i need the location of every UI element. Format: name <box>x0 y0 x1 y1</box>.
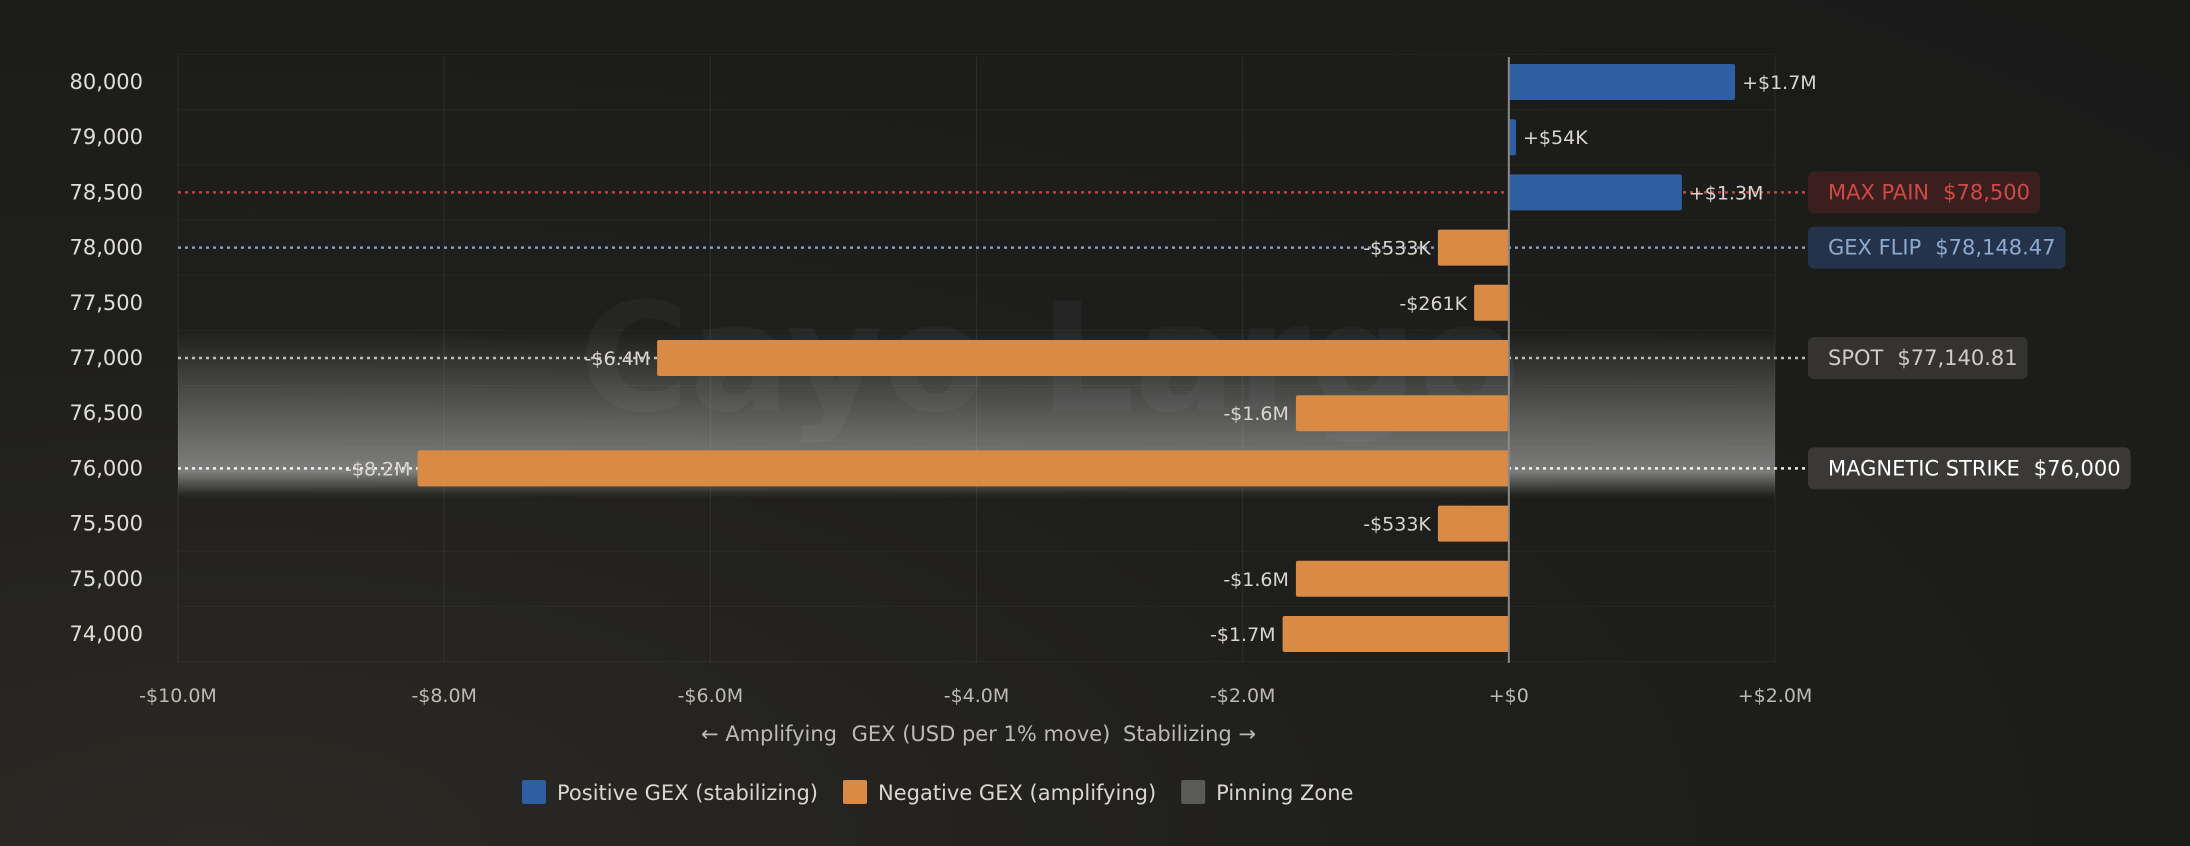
tag-name: GEX FLIP <box>1828 236 1921 260</box>
x-tick-label: -$2.0M <box>1210 685 1276 707</box>
x-axis-title: ← Amplifying GEX (USD per 1% move) Stabi… <box>701 722 1256 746</box>
tag-background <box>1808 226 2066 269</box>
data-label: -$6.4M <box>585 348 651 370</box>
y-tick-label: 79,000 <box>70 125 143 149</box>
tag-background <box>1808 337 2028 379</box>
legend-item: Pinning Zone <box>1181 780 1353 805</box>
tag-label: SPOT $77,140.81 <box>1828 346 2018 370</box>
data-label: +$1.3M <box>1689 182 1764 204</box>
tag-spot: SPOT $77,140.81 <box>1808 337 2028 379</box>
data-label: -$533K <box>1363 514 1431 536</box>
bar-75500 <box>1437 505 1509 542</box>
tag-label: MAGNETIC STRIKE $76,000 <box>1828 456 2121 480</box>
x-tick-label: -$8.0M <box>411 685 477 707</box>
tag-background <box>1808 447 2131 490</box>
x-axis: -$10.0M -$8.0M -$6.0M -$4.0M -$2.0M +$0 +$2.0M <box>139 685 1812 707</box>
bar-79000 <box>1508 119 1517 156</box>
x-tick-label: -$4.0M <box>944 685 1010 707</box>
bar-78000 <box>1437 229 1509 266</box>
tag-magnetic: MAGNETIC STRIKE $76,000 <box>1808 447 2131 490</box>
tag-value: $78,148.47 <box>1935 236 2055 260</box>
tag-label: GEX FLIP $78,148.47 <box>1828 236 2056 260</box>
y-tick-label: 77,500 <box>70 291 143 315</box>
y-tick-label: 77,000 <box>70 346 143 370</box>
bar-75000 <box>1295 560 1509 597</box>
tag-label: MAX PAIN $78,500 <box>1828 180 2030 204</box>
x-axis-right-hint: Stabilizing → <box>1123 722 1256 746</box>
bar-78500 <box>1508 174 1682 211</box>
x-tick-label: +$2.0M <box>1738 685 1813 707</box>
y-tick-label: 75,000 <box>70 567 143 591</box>
marker-tags: MAX PAIN $78,500 GEX FLIP $78,148.47 SPOT $77… <box>1808 171 2131 490</box>
legend-label: Negative GEX (amplifying) <box>878 781 1156 805</box>
y-tick-label: 78,000 <box>70 236 143 260</box>
y-tick-label: 76,500 <box>70 401 143 425</box>
bars <box>417 64 1736 652</box>
y-tick-label: 74,000 <box>70 622 143 646</box>
y-tick-label: 78,500 <box>70 180 143 204</box>
tag-name: SPOT <box>1828 346 1884 370</box>
bar-76000 <box>417 450 1509 487</box>
legend-swatch <box>843 780 867 804</box>
legend-swatch <box>522 780 546 804</box>
bar-80000 <box>1508 64 1736 100</box>
bar-76500 <box>1295 395 1509 432</box>
x-axis-label: GEX (USD per 1% move) <box>852 722 1111 746</box>
data-label: -$8.2M <box>345 458 411 480</box>
tag-gex_flip: GEX FLIP $78,148.47 <box>1808 226 2066 269</box>
data-label: -$261K <box>1399 293 1467 315</box>
bar-77500 <box>1474 284 1509 321</box>
x-tick-label: -$10.0M <box>139 685 217 707</box>
x-tick-label: -$6.0M <box>678 685 744 707</box>
tag-name: MAX PAIN <box>1828 180 1929 204</box>
legend-label: Pinning Zone <box>1216 781 1353 805</box>
legend: Positive GEX (stabilizing) Negative GEX (… <box>522 780 1353 805</box>
data-label: -$1.6M <box>1223 569 1289 591</box>
data-label: +$54K <box>1523 127 1588 149</box>
y-tick-label: 75,500 <box>70 512 143 536</box>
x-tick-label: +$0 <box>1489 685 1529 707</box>
y-axis: 80,000 79,000 78,500 78,000 77,500 77,000 76,5… <box>70 70 143 646</box>
legend-item: Positive GEX (stabilizing) <box>522 780 818 805</box>
tag-value: $76,000 <box>2034 456 2121 480</box>
data-labels: +$1.7M +$54K +$1.3M -$533K -$261K -$6.4M -$1.6… <box>345 72 1817 646</box>
bar-74000 <box>1282 616 1509 652</box>
tag-value: $78,500 <box>1943 180 2030 204</box>
legend-label: Positive GEX (stabilizing) <box>557 781 818 805</box>
tag-background <box>1808 171 2040 214</box>
legend-swatch <box>1181 780 1206 804</box>
x-axis-left-hint: ← Amplifying <box>701 722 837 746</box>
tag-max_pain: MAX PAIN $78,500 <box>1808 171 2040 214</box>
data-label: +$1.7M <box>1742 72 1817 94</box>
data-label: -$533K <box>1363 238 1431 260</box>
tag-value: $77,140.81 <box>1897 346 2017 370</box>
data-label: -$1.6M <box>1223 403 1289 425</box>
bar-77000 <box>657 340 1509 376</box>
y-tick-label: 80,000 <box>70 70 143 94</box>
tag-name: MAGNETIC STRIKE <box>1828 456 2020 480</box>
y-tick-label: 76,000 <box>70 456 143 480</box>
legend-item: Negative GEX (amplifying) <box>843 780 1156 805</box>
data-label: -$1.7M <box>1210 624 1276 646</box>
